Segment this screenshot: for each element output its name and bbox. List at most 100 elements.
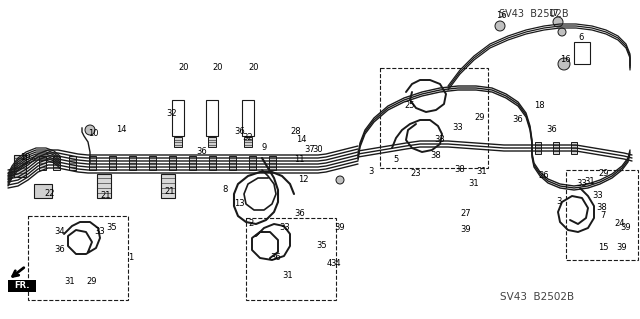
Text: 39: 39 bbox=[460, 226, 470, 234]
Text: 13: 13 bbox=[234, 199, 244, 209]
Text: 38: 38 bbox=[430, 152, 441, 160]
Bar bbox=[242, 100, 254, 136]
Text: 30: 30 bbox=[312, 145, 323, 154]
Text: 6: 6 bbox=[578, 33, 584, 42]
Text: 39: 39 bbox=[620, 224, 630, 233]
Bar bbox=[174, 137, 182, 147]
Text: SV43  B2502B: SV43 B2502B bbox=[499, 9, 569, 19]
Text: 35: 35 bbox=[316, 241, 326, 250]
Circle shape bbox=[553, 17, 563, 27]
Bar bbox=[248, 156, 255, 170]
Text: 4: 4 bbox=[327, 259, 332, 269]
Text: 31: 31 bbox=[584, 177, 595, 187]
Circle shape bbox=[18, 160, 26, 168]
Text: 28: 28 bbox=[290, 128, 301, 137]
Text: 31: 31 bbox=[64, 278, 75, 286]
Text: 24: 24 bbox=[614, 219, 625, 228]
Bar bbox=[88, 156, 95, 170]
Bar bbox=[148, 156, 156, 170]
Text: 38: 38 bbox=[454, 166, 465, 174]
Bar bbox=[8, 280, 36, 292]
Bar bbox=[228, 156, 236, 170]
Text: 9: 9 bbox=[262, 144, 268, 152]
Text: 17: 17 bbox=[548, 10, 559, 19]
Text: 3: 3 bbox=[557, 197, 562, 206]
Text: 33: 33 bbox=[279, 224, 290, 233]
Text: 39: 39 bbox=[334, 224, 344, 233]
Text: 36: 36 bbox=[234, 128, 244, 137]
Text: 22: 22 bbox=[44, 189, 54, 198]
Text: 10: 10 bbox=[88, 130, 99, 138]
Bar bbox=[68, 156, 76, 170]
Text: 19: 19 bbox=[20, 153, 31, 162]
Circle shape bbox=[336, 176, 344, 184]
Bar bbox=[189, 156, 195, 170]
Text: 3: 3 bbox=[369, 167, 374, 176]
Bar bbox=[172, 100, 184, 136]
Bar bbox=[161, 174, 175, 198]
Text: 33: 33 bbox=[94, 227, 105, 236]
Bar bbox=[208, 137, 216, 147]
Text: 21: 21 bbox=[100, 191, 111, 201]
Text: 25: 25 bbox=[404, 101, 415, 110]
Text: 8: 8 bbox=[223, 186, 228, 195]
Text: 1: 1 bbox=[128, 254, 133, 263]
Bar bbox=[109, 156, 115, 170]
Bar bbox=[574, 42, 590, 64]
Bar bbox=[168, 156, 175, 170]
Text: 14: 14 bbox=[116, 125, 127, 135]
Bar bbox=[244, 137, 252, 147]
Text: 7: 7 bbox=[600, 211, 605, 220]
Text: 31: 31 bbox=[282, 271, 292, 280]
Text: 33: 33 bbox=[434, 136, 445, 145]
Text: 23: 23 bbox=[410, 169, 420, 179]
Text: FR.: FR. bbox=[14, 281, 29, 291]
Text: 37: 37 bbox=[304, 145, 315, 154]
Text: 32: 32 bbox=[166, 109, 177, 118]
Text: 31: 31 bbox=[468, 180, 479, 189]
Text: 34: 34 bbox=[330, 259, 340, 269]
Text: 16: 16 bbox=[560, 56, 571, 64]
Text: 33: 33 bbox=[592, 191, 603, 201]
Circle shape bbox=[495, 21, 505, 31]
Text: 29: 29 bbox=[86, 278, 97, 286]
Bar bbox=[209, 156, 216, 170]
Circle shape bbox=[558, 28, 566, 36]
Text: 12: 12 bbox=[298, 175, 308, 184]
Bar bbox=[535, 142, 541, 154]
Text: 36: 36 bbox=[294, 210, 305, 219]
Text: SV43  B2502B: SV43 B2502B bbox=[500, 292, 574, 302]
Bar bbox=[566, 170, 638, 260]
Bar bbox=[553, 142, 559, 154]
Bar bbox=[28, 216, 128, 300]
Bar bbox=[269, 156, 275, 170]
Text: 20: 20 bbox=[212, 63, 223, 72]
Text: 15: 15 bbox=[598, 243, 609, 253]
Bar bbox=[34, 184, 52, 198]
Text: 21: 21 bbox=[164, 188, 175, 197]
Bar bbox=[14, 155, 26, 177]
Text: 2: 2 bbox=[248, 219, 253, 228]
Text: 36: 36 bbox=[512, 115, 523, 124]
Text: 36: 36 bbox=[270, 254, 281, 263]
Text: 35: 35 bbox=[106, 224, 116, 233]
Bar bbox=[97, 174, 111, 198]
Text: 14: 14 bbox=[296, 136, 307, 145]
Text: 36: 36 bbox=[54, 246, 65, 255]
Text: 26: 26 bbox=[538, 172, 548, 181]
Text: 20: 20 bbox=[178, 63, 189, 72]
Bar bbox=[380, 68, 488, 168]
Text: 31: 31 bbox=[476, 167, 486, 176]
Circle shape bbox=[86, 126, 94, 134]
Bar bbox=[129, 156, 136, 170]
Bar bbox=[52, 156, 60, 170]
Bar bbox=[206, 100, 218, 136]
Text: 36: 36 bbox=[196, 147, 207, 157]
Text: 38: 38 bbox=[596, 204, 607, 212]
Text: 39: 39 bbox=[616, 243, 627, 253]
Text: 29: 29 bbox=[598, 169, 609, 179]
Text: 18: 18 bbox=[534, 101, 545, 110]
Circle shape bbox=[85, 125, 95, 135]
Text: 32: 32 bbox=[242, 133, 253, 143]
Text: 33: 33 bbox=[576, 180, 587, 189]
